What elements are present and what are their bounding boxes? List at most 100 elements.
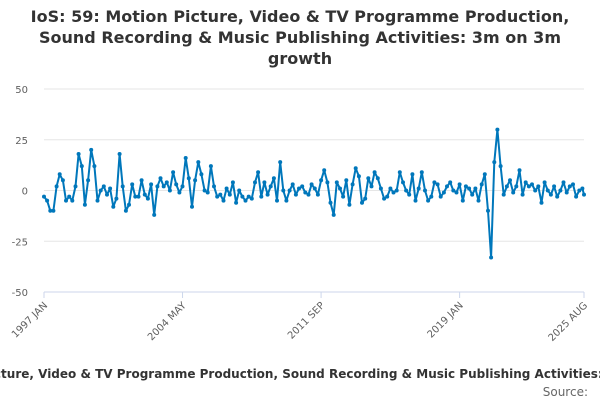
data-point[interactable] <box>536 184 541 189</box>
data-point[interactable] <box>212 184 216 189</box>
data-point[interactable] <box>334 180 339 185</box>
data-point[interactable] <box>114 196 119 201</box>
data-point[interactable] <box>426 198 431 203</box>
data-point[interactable] <box>259 194 264 199</box>
data-point[interactable] <box>338 186 342 191</box>
data-point[interactable] <box>486 208 490 213</box>
data-point[interactable] <box>86 178 91 183</box>
data-point[interactable] <box>139 178 144 183</box>
data-point[interactable] <box>278 160 283 165</box>
data-point[interactable] <box>79 164 84 169</box>
data-point[interactable] <box>416 186 421 191</box>
data-point[interactable] <box>89 147 94 152</box>
data-point[interactable] <box>356 174 361 179</box>
data-point[interactable] <box>375 176 380 181</box>
data-point[interactable] <box>479 182 484 187</box>
data-point[interactable] <box>221 198 226 203</box>
data-point[interactable] <box>463 184 468 189</box>
data-point[interactable] <box>382 196 387 201</box>
data-point[interactable] <box>391 190 396 195</box>
data-point[interactable] <box>498 164 503 169</box>
data-point[interactable] <box>545 188 550 193</box>
data-point[interactable] <box>501 192 506 197</box>
legend[interactable]: IoS: 59: Motion Picture, Video & TV Prog… <box>0 367 600 381</box>
data-point[interactable] <box>331 212 336 217</box>
data-point[interactable] <box>470 192 475 197</box>
data-point[interactable] <box>193 178 198 183</box>
data-point[interactable] <box>347 202 352 207</box>
data-point[interactable] <box>410 172 415 177</box>
data-point[interactable] <box>202 188 207 193</box>
data-point[interactable] <box>67 194 72 199</box>
data-point[interactable] <box>319 178 324 183</box>
data-point[interactable] <box>174 182 179 187</box>
data-point[interactable] <box>95 198 100 203</box>
data-point[interactable] <box>249 196 254 201</box>
data-point[interactable] <box>533 188 538 193</box>
data-point[interactable] <box>328 200 333 205</box>
data-point[interactable] <box>224 186 229 191</box>
data-point[interactable] <box>287 188 292 193</box>
data-point[interactable] <box>539 200 544 205</box>
data-point[interactable] <box>51 208 56 213</box>
data-point[interactable] <box>127 202 131 207</box>
data-point[interactable] <box>508 178 512 183</box>
data-point[interactable] <box>190 204 194 209</box>
data-point[interactable] <box>161 184 166 189</box>
data-point[interactable] <box>441 190 446 195</box>
data-point[interactable] <box>309 182 314 187</box>
data-point[interactable] <box>526 184 531 189</box>
data-point[interactable] <box>492 160 497 165</box>
data-point[interactable] <box>372 170 377 175</box>
data-point[interactable] <box>300 184 305 189</box>
data-point[interactable] <box>401 180 405 185</box>
data-point[interactable] <box>111 204 116 209</box>
data-point[interactable] <box>514 184 519 189</box>
data-point[interactable] <box>120 184 125 189</box>
data-point[interactable] <box>64 198 68 203</box>
data-point[interactable] <box>394 188 399 193</box>
data-point[interactable] <box>275 198 279 203</box>
data-point[interactable] <box>297 186 301 191</box>
data-point[interactable] <box>325 180 330 185</box>
data-point[interactable] <box>42 194 46 199</box>
data-point[interactable] <box>523 180 528 185</box>
data-point[interactable] <box>262 180 267 185</box>
data-point[interactable] <box>306 192 311 197</box>
data-point[interactable] <box>419 170 424 175</box>
data-point[interactable] <box>438 194 443 199</box>
data-point[interactable] <box>423 188 427 193</box>
data-point[interactable] <box>567 184 572 189</box>
data-point[interactable] <box>171 170 176 175</box>
data-point[interactable] <box>155 184 160 189</box>
data-point[interactable] <box>208 164 213 169</box>
data-point[interactable] <box>265 192 270 197</box>
data-point[interactable] <box>366 176 371 181</box>
data-point[interactable] <box>183 156 188 160</box>
data-point[interactable] <box>243 198 248 203</box>
data-point[interactable] <box>520 192 525 197</box>
data-point[interactable] <box>451 188 456 193</box>
data-point[interactable] <box>215 194 220 199</box>
data-point[interactable] <box>136 194 141 199</box>
data-point[interactable] <box>45 198 50 203</box>
data-point[interactable] <box>205 190 210 195</box>
data-point[interactable] <box>397 170 402 175</box>
data-point[interactable] <box>199 172 204 177</box>
data-point[interactable] <box>473 186 478 191</box>
data-point[interactable] <box>290 182 295 187</box>
data-point[interactable] <box>360 200 364 205</box>
data-point[interactable] <box>429 194 434 199</box>
data-point[interactable] <box>495 127 500 132</box>
data-point[interactable] <box>101 184 106 189</box>
data-point[interactable] <box>530 182 534 187</box>
data-point[interactable] <box>54 184 59 189</box>
data-point[interactable] <box>158 176 163 181</box>
data-point[interactable] <box>504 184 509 189</box>
data-point[interactable] <box>237 188 242 193</box>
data-point[interactable] <box>271 176 276 181</box>
data-point[interactable] <box>98 188 103 193</box>
data-point[interactable] <box>218 192 223 197</box>
data-point[interactable] <box>555 194 560 199</box>
data-point[interactable] <box>561 180 566 185</box>
